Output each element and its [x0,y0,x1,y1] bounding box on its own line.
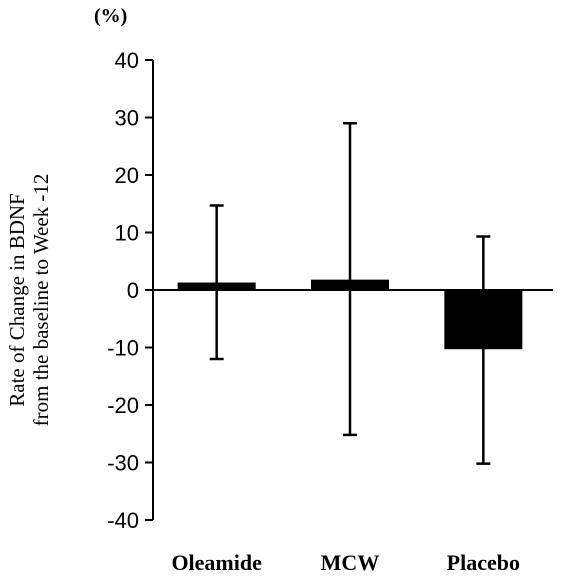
plot-area: 40 30 20 10 0 -10 -20 -30 -40 Oleamide MCW Placebo [107,48,553,575]
y-tick-label: -20 [107,393,139,418]
category-label: MCW [321,550,380,575]
y-axis-title-line1: Rate of Change in BDNF [5,193,29,406]
category-label: Oleamide [171,550,262,575]
y-axis-title-line2: from the baseline to Week -12 [29,174,53,427]
y-tick-label: -30 [107,451,139,476]
y-tick-label: -40 [107,508,139,533]
y-tick-label: -10 [107,336,139,361]
y-tick-label: 30 [115,106,139,131]
y-tick-label: 0 [127,278,139,303]
y-unit-label: (%) [94,5,127,27]
y-tick-label: 20 [115,163,139,188]
y-tick-label: 10 [115,221,139,246]
category-label: Placebo [447,550,520,575]
y-tick-label: 40 [115,48,139,73]
y-axis-title: Rate of Change in BDNF from the baseline… [5,174,53,427]
